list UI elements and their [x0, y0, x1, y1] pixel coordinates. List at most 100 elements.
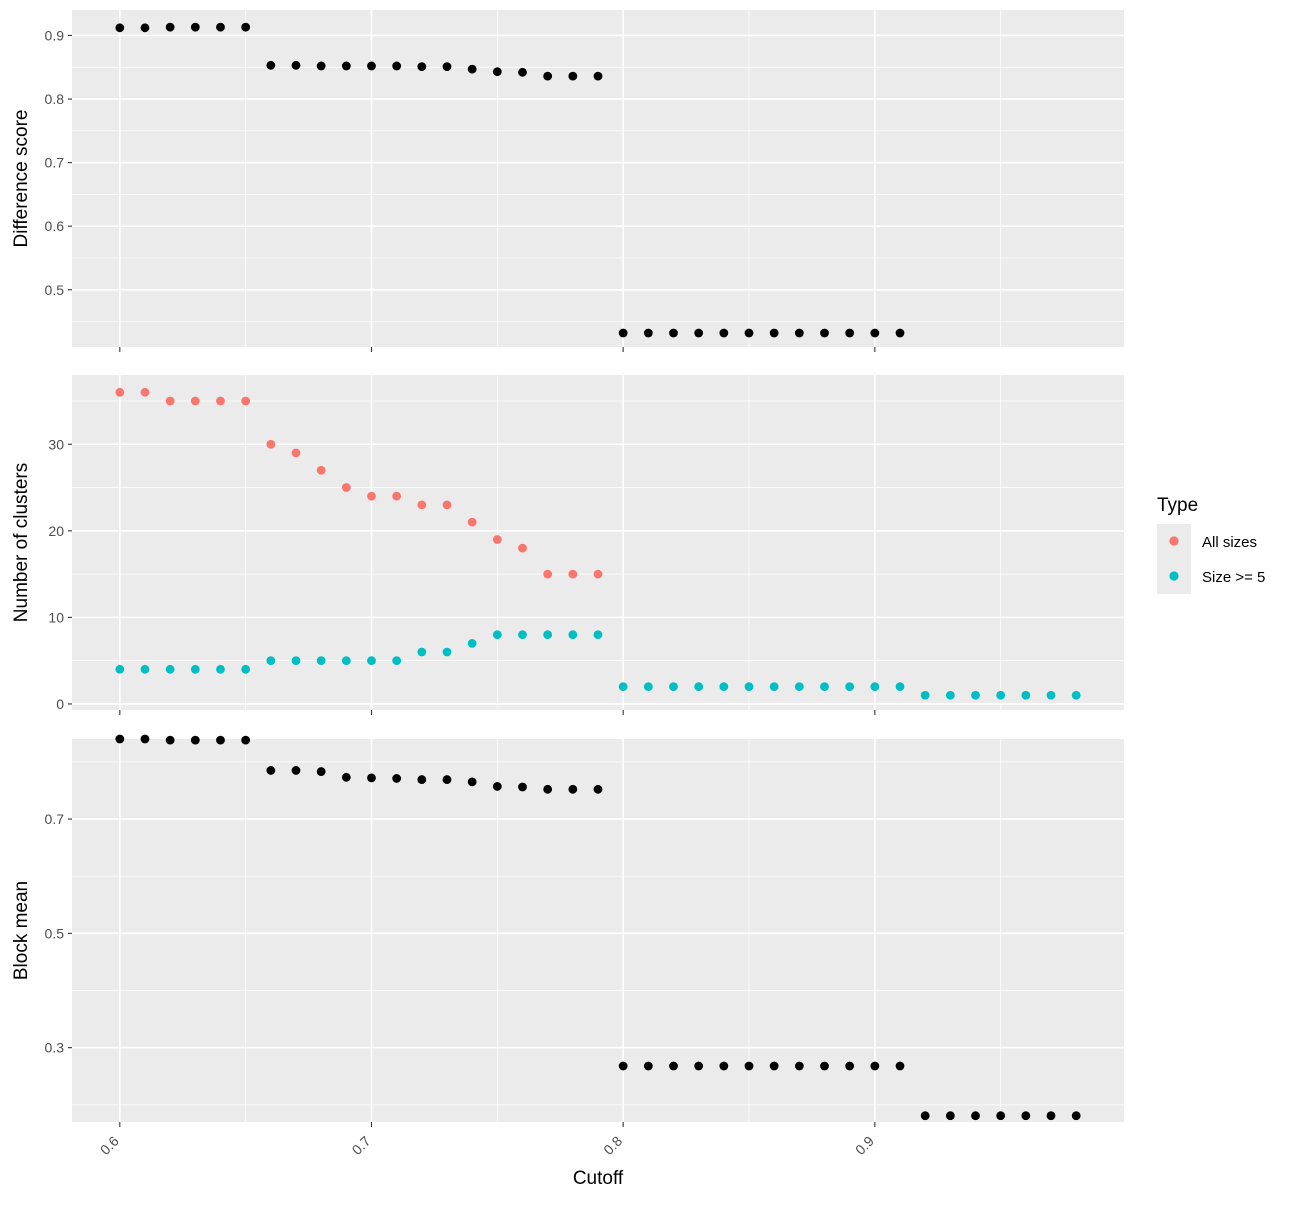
- data-point: [895, 1061, 905, 1071]
- data-point: [920, 1111, 930, 1121]
- y-tick-label: 30: [48, 436, 64, 452]
- data-point: [115, 23, 125, 33]
- data-point: [417, 647, 427, 657]
- data-point: [568, 71, 578, 81]
- data-point: [643, 682, 653, 692]
- data-point: [593, 569, 603, 579]
- legend-key-background: [1157, 524, 1191, 594]
- y-axis-title: Block mean: [11, 881, 32, 980]
- data-point: [341, 61, 351, 71]
- data-point: [266, 656, 276, 666]
- data-point: [392, 61, 402, 71]
- data-point: [291, 448, 301, 458]
- data-point: [593, 71, 603, 81]
- data-point: [744, 1061, 754, 1071]
- data-point: [316, 465, 326, 475]
- data-point: [367, 656, 376, 666]
- data-point: [543, 71, 553, 81]
- data-point: [367, 773, 376, 783]
- data-point: [1046, 1111, 1056, 1121]
- data-point: [417, 500, 427, 510]
- data-point: [165, 22, 175, 32]
- legend: Type All sizes Size >= 5: [1157, 495, 1265, 594]
- data-point: [1021, 1111, 1031, 1121]
- data-point: [367, 61, 376, 71]
- data-point: [895, 682, 905, 692]
- data-point: [719, 1061, 729, 1071]
- data-point: [316, 656, 326, 666]
- y-tick-label: 0: [56, 696, 64, 712]
- data-point: [518, 67, 527, 77]
- data-point: [593, 784, 603, 794]
- data-point: [618, 328, 628, 338]
- legend-title: Type: [1157, 495, 1198, 516]
- panels: 0.5 0.6 0.7 0.8 0.9 Difference score 0 10 20 30 Nu…: [11, 10, 1124, 1158]
- data-point: [669, 682, 678, 692]
- data-point: [870, 682, 880, 692]
- data-point: [392, 774, 402, 783]
- data-point: [568, 630, 578, 640]
- data-point: [442, 500, 452, 510]
- data-point: [1021, 690, 1031, 700]
- data-point: [392, 491, 402, 501]
- data-point: [845, 682, 855, 692]
- data-point: [820, 1061, 829, 1071]
- data-point: [996, 690, 1006, 700]
- data-point: [115, 734, 125, 744]
- data-point: [769, 328, 779, 338]
- data-point: [492, 535, 502, 544]
- data-point: [744, 328, 754, 338]
- data-point: [920, 690, 930, 700]
- data-point: [694, 682, 704, 692]
- data-point: [971, 1111, 980, 1121]
- data-point: [241, 735, 251, 745]
- data-point: [190, 22, 200, 32]
- data-point: [870, 328, 880, 338]
- y-tick-label: 0.3: [45, 1040, 65, 1056]
- data-point: [492, 782, 502, 791]
- data-point: [266, 60, 276, 70]
- data-point: [769, 1061, 779, 1071]
- data-point: [492, 630, 502, 640]
- data-point: [1046, 690, 1056, 700]
- data-point: [820, 328, 829, 338]
- data-point: [744, 682, 754, 692]
- panel-background: [72, 10, 1124, 347]
- data-point: [669, 328, 678, 338]
- data-point: [794, 328, 804, 338]
- data-point: [518, 630, 527, 640]
- y-tick-label: 0.8: [45, 91, 65, 107]
- data-point: [417, 775, 427, 784]
- data-point: [568, 784, 578, 794]
- legend-label-size-5: Size >= 5: [1202, 569, 1265, 586]
- data-point: [417, 62, 427, 71]
- data-point: [945, 690, 955, 700]
- data-point: [467, 638, 477, 648]
- y-axis-title: Difference score: [11, 110, 32, 248]
- legend-label-all-sizes: All sizes: [1202, 534, 1257, 551]
- data-point: [291, 766, 301, 775]
- data-point: [291, 60, 301, 70]
- data-point: [895, 328, 905, 338]
- data-point: [442, 647, 452, 657]
- data-point: [794, 682, 804, 692]
- data-point: [241, 664, 251, 674]
- data-point: [442, 775, 452, 784]
- y-tick-label: 0.9: [45, 27, 65, 43]
- data-point: [140, 23, 150, 33]
- x-tick-label: 0.8: [600, 1133, 625, 1158]
- data-point: [518, 543, 527, 553]
- data-point: [694, 328, 704, 338]
- data-point: [996, 1111, 1006, 1121]
- data-point: [367, 491, 376, 501]
- panel-blockmean: 0.3 0.5 0.7 Block mean 0.6 0.7 0.8 0.9: [11, 734, 1124, 1158]
- data-point: [971, 690, 980, 700]
- data-point: [467, 64, 477, 74]
- y-tick-label: 0.6: [45, 218, 65, 234]
- data-point: [543, 630, 553, 640]
- data-point: [870, 1061, 880, 1071]
- y-tick-label: 0.5: [45, 925, 65, 941]
- data-point: [518, 782, 527, 792]
- data-point: [216, 396, 225, 406]
